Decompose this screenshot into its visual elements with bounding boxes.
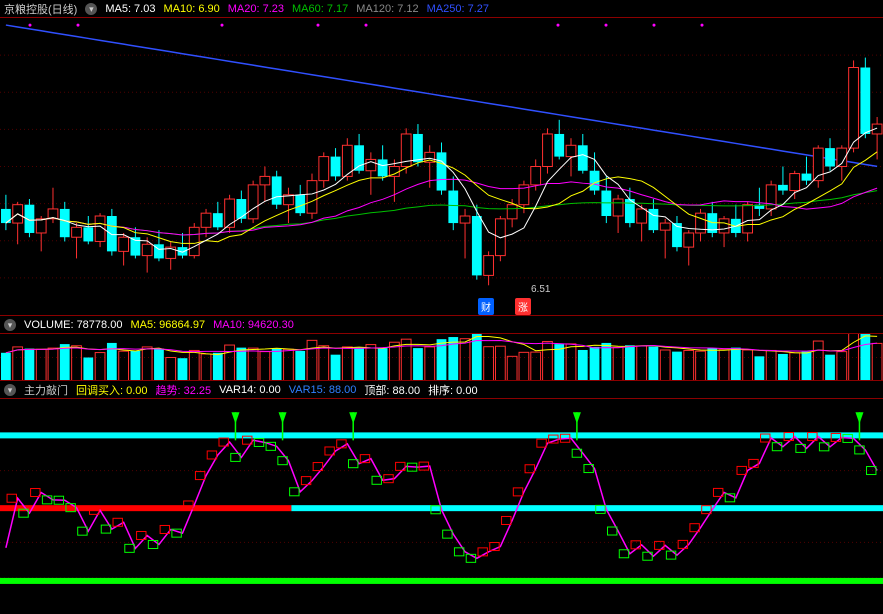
price-header: 京粮控股(日线) ▾ MA5: 7.03 MA10: 6.90 MA20: 7.… [0,0,883,18]
toggle-icon[interactable]: ▾ [4,384,16,396]
indicator-panel[interactable]: ▾ 主力敲门 回调买入: 0.00 趋势: 32.25 VAR14: 0.00 … [0,380,883,613]
ma5-label: MA5: 7.03 [105,3,155,15]
stock-title: 京粮控股(日线) [4,1,77,17]
indicator-title: 主力敲门 [24,382,68,398]
vol-label: VOLUME: 78778.00 [24,319,122,331]
vol-ma5-label: MA5: 96864.97 [130,319,205,331]
vol-ma10-label: MA10: 94620.30 [213,319,294,331]
ind-l4: VAR15: 88.00 [289,384,357,396]
ind-l5: 顶部: 88.00 [364,382,420,398]
price-chart-area[interactable]: 财 涨 6.51 [0,18,883,315]
price-panel[interactable]: 京粮控股(日线) ▾ MA5: 7.03 MA10: 6.90 MA20: 7.… [0,0,883,315]
volume-chart-area[interactable] [0,334,883,380]
price-chart-svg [0,18,883,315]
toggle-icon[interactable]: ▾ [4,319,16,331]
indicator-header: ▾ 主力敲门 回调买入: 0.00 趋势: 32.25 VAR14: 0.00 … [0,381,883,399]
ma20-label: MA20: 7.23 [228,3,284,15]
volume-chart-svg [0,334,883,381]
volume-header: ▾ VOLUME: 78778.00 MA5: 96864.97 MA10: 9… [0,316,883,334]
volume-panel[interactable]: ▾ VOLUME: 78778.00 MA5: 96864.97 MA10: 9… [0,315,883,380]
low-label: 6.51 [528,283,553,296]
cai-marker: 财 [478,298,494,315]
indicator-chart-svg [0,399,883,614]
ma120-label: MA120: 7.12 [356,3,418,15]
ind-l1: 回调买入: 0.00 [76,382,148,398]
ma10-label: MA10: 6.90 [163,3,219,15]
ind-l3: VAR14: 0.00 [219,384,281,396]
ind-l6: 排序: 0.00 [428,382,478,398]
ma60-label: MA60: 7.17 [292,3,348,15]
toggle-icon[interactable]: ▾ [85,3,97,15]
indicator-chart-area[interactable] [0,399,883,613]
zhang-marker: 涨 [515,298,531,315]
ind-l2: 趋势: 32.25 [156,382,212,398]
ma250-label: MA250: 7.27 [427,3,489,15]
